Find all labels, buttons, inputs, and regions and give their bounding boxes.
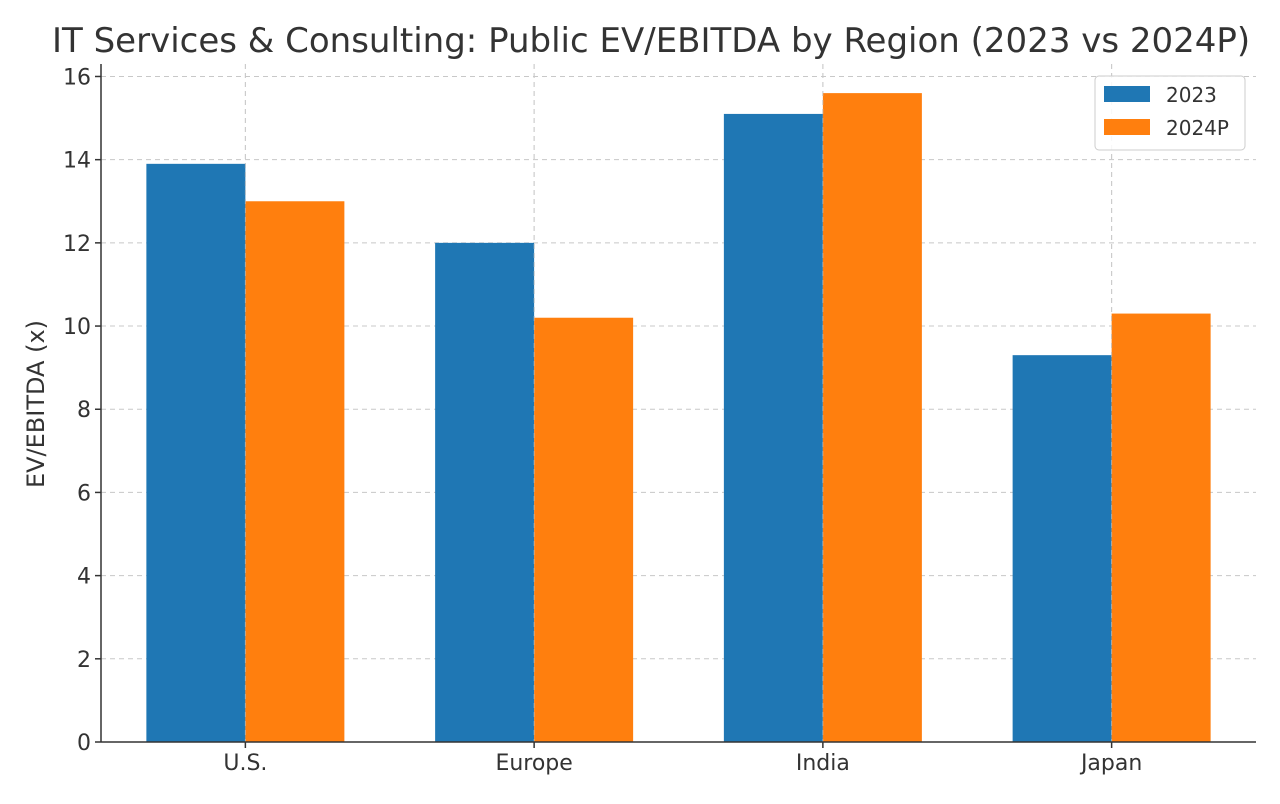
legend-swatch-2023 <box>1104 86 1150 102</box>
bar-2024p-europe <box>534 317 634 742</box>
x-tick-label: India <box>796 751 850 776</box>
bar-2023-europe <box>435 242 535 743</box>
x-tick-label: U.S. <box>223 751 267 776</box>
y-tick-label: 0 <box>77 731 91 756</box>
bar-2024p-india <box>822 93 922 742</box>
legend-swatch-2024p <box>1104 119 1150 135</box>
bar-2023-japan <box>1012 355 1112 742</box>
y-tick-label: 6 <box>77 481 91 506</box>
y-tick-label: 10 <box>63 315 91 340</box>
bar-2023-india <box>723 113 823 742</box>
y-tick-label: 2 <box>77 648 91 673</box>
bar-2024p-japan <box>1111 313 1211 742</box>
bar-2023-us <box>146 163 246 742</box>
y-tick-label: 16 <box>63 65 91 90</box>
legend: 2023 2024P <box>1094 75 1246 151</box>
chart-title: IT Services & Consulting: Public EV/EBIT… <box>52 21 1250 61</box>
legend-label-2024p: 2024P <box>1166 116 1229 140</box>
bar-2024p-us <box>245 201 345 743</box>
x-tick-label: Japan <box>1079 751 1142 776</box>
y-tick-label: 4 <box>77 565 91 590</box>
y-tick-label: 12 <box>63 232 91 257</box>
y-tick-label: 8 <box>77 398 91 423</box>
bars <box>146 64 1211 743</box>
y-tick-label: 14 <box>63 149 91 174</box>
y-axis-label: EV/EBITDA (x) <box>22 320 50 488</box>
axes <box>95 64 1256 748</box>
legend-label-2023: 2023 <box>1166 83 1217 107</box>
tick-labels: 0 2 4 6 8 10 12 14 16 U.S. Europe India Japan <box>63 65 1142 776</box>
x-tick-label: Europe <box>495 751 572 776</box>
